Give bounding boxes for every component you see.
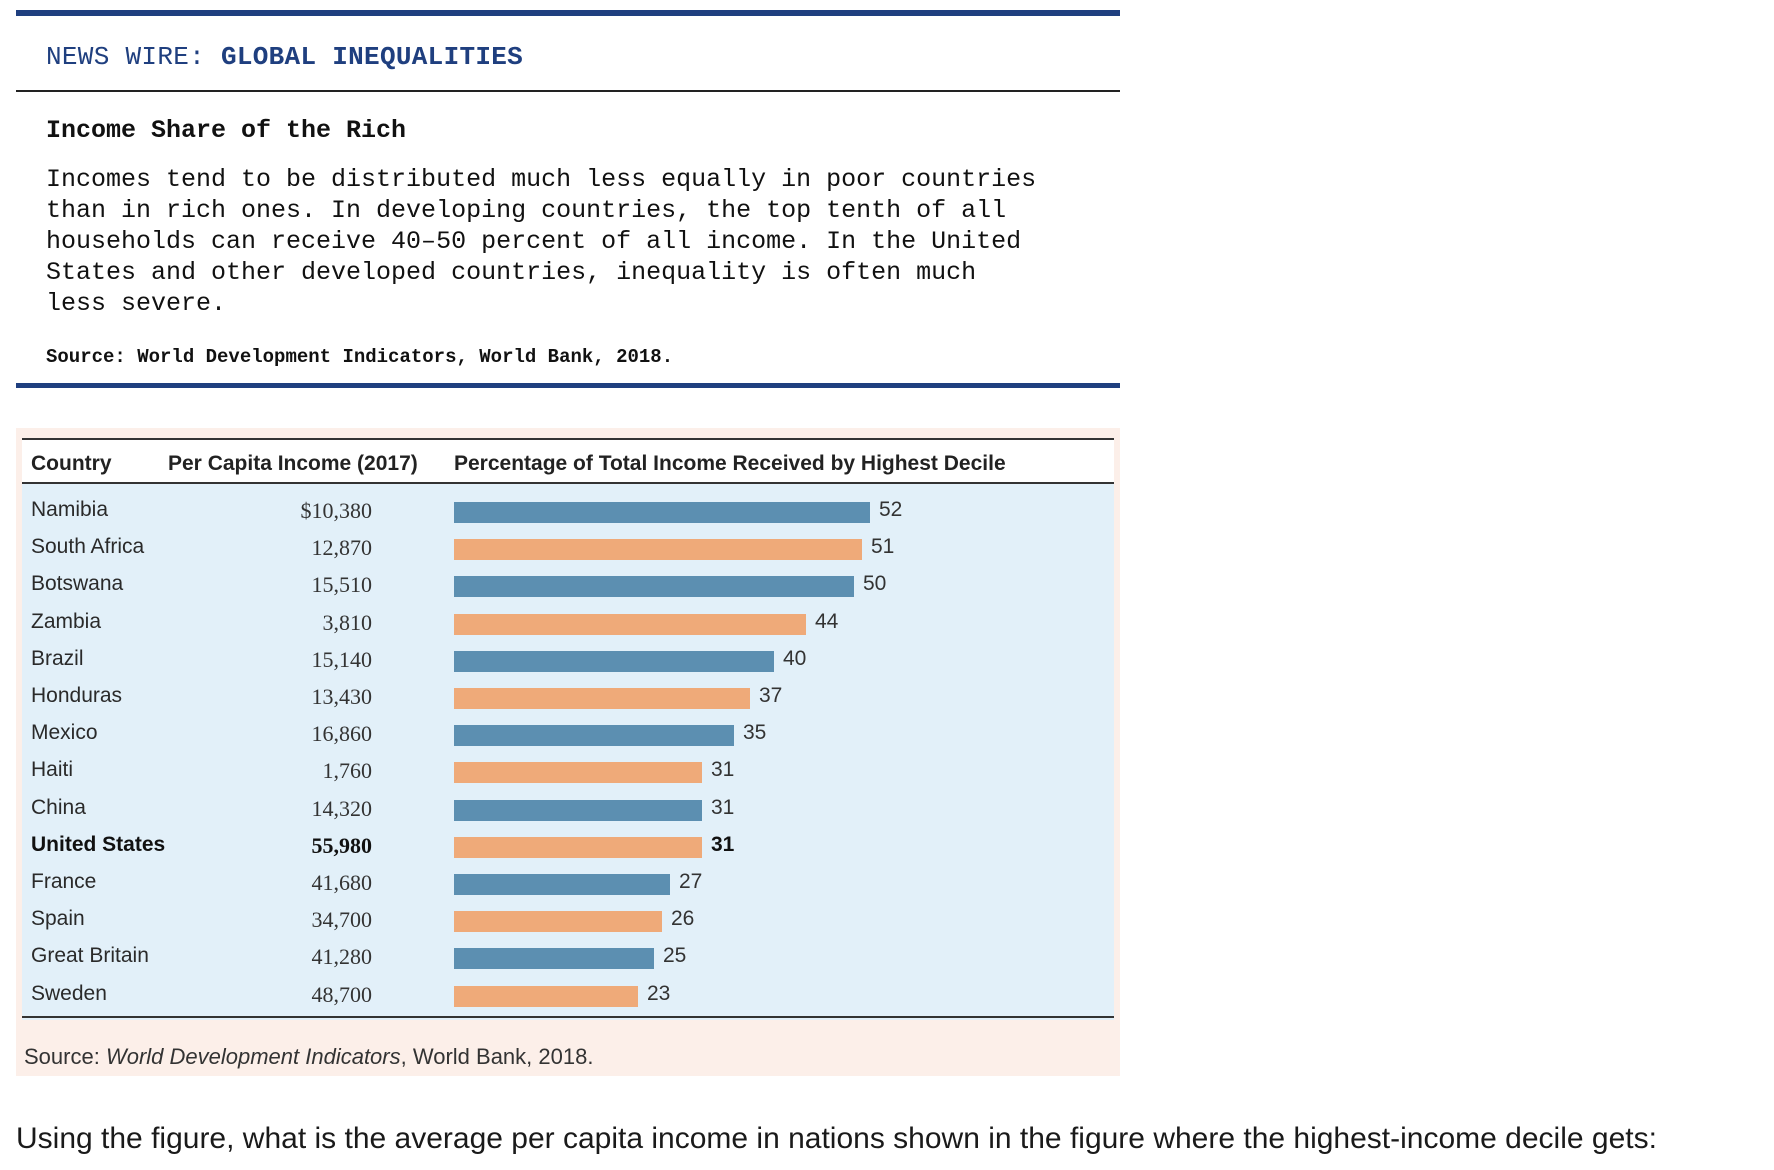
per-capita-income-value: 55,980 bbox=[311, 832, 373, 858]
table-row: Zambia 3,810 44 bbox=[22, 605, 1114, 642]
bar-highest-decile-share bbox=[454, 911, 662, 933]
news-wire-body-line: States and other developed countries, in… bbox=[46, 258, 977, 287]
country-label: Great Britain bbox=[31, 944, 149, 968]
bar-value-label: 25 bbox=[663, 944, 687, 968]
news-wire-source: Source: World Development Indicators, Wo… bbox=[46, 346, 674, 368]
news-wire-prefix: NEWS WIRE: bbox=[46, 42, 206, 72]
bar-value-label: 31 bbox=[711, 795, 735, 819]
per-capita-income-value: 14,320 bbox=[311, 795, 373, 821]
bar-highest-decile-share bbox=[454, 762, 702, 784]
table-row: Namibia $10,380 52 bbox=[22, 493, 1114, 530]
figure-source-title: World Development Indicators bbox=[105, 1044, 401, 1069]
news-wire-body-line: than in rich ones. In developing countri… bbox=[46, 196, 1007, 225]
bar-highest-decile-share bbox=[454, 650, 774, 672]
news-wire-topic: GLOBAL INEQUALITIES bbox=[220, 42, 524, 72]
table-row: United States 55,980 31 bbox=[22, 828, 1114, 865]
bar-value-label: 23 bbox=[647, 981, 671, 1005]
figure-source-prefix: Source: bbox=[24, 1044, 106, 1069]
country-label: Botswana bbox=[31, 572, 124, 596]
bar-highest-decile-share bbox=[454, 948, 654, 970]
country-label: South Africa bbox=[31, 535, 145, 559]
country-label: Spain bbox=[31, 907, 85, 931]
per-capita-income-value: 3,810 bbox=[322, 609, 373, 635]
table-rule-top bbox=[22, 438, 1114, 440]
income-share-table: Country Per Capita Income (2017) Percent… bbox=[22, 438, 1114, 1020]
table-rule-header bbox=[22, 482, 1114, 484]
country-label: Mexico bbox=[31, 721, 98, 745]
table-row: Brazil 15,140 40 bbox=[22, 642, 1114, 679]
country-label: Honduras bbox=[31, 684, 123, 707]
figure-source: Source: World Development Indicators, Wo… bbox=[24, 1044, 593, 1070]
bar-value-label: 26 bbox=[671, 907, 695, 931]
per-capita-income-value: $10,380 bbox=[300, 498, 373, 523]
per-capita-income-value: 1,760 bbox=[322, 758, 373, 784]
news-wire-panel: NEWS WIRE: GLOBAL INEQUALITIES Income Sh… bbox=[16, 10, 1120, 388]
bar-value-label: 37 bbox=[759, 684, 783, 707]
bar-value-label: 35 bbox=[743, 721, 767, 745]
country-label: Namibia bbox=[31, 498, 109, 521]
bar-highest-decile-share bbox=[454, 985, 638, 1007]
bar-value-label: 40 bbox=[783, 646, 807, 670]
table-row: Great Britain 41,280 25 bbox=[22, 939, 1114, 976]
table-row: Mexico 16,860 35 bbox=[22, 716, 1114, 753]
bar-value-label: 44 bbox=[815, 609, 839, 633]
news-wire-title: NEWS WIRE: GLOBAL INEQUALITIES bbox=[46, 42, 523, 72]
table-row: Haiti 1,760 31 bbox=[22, 753, 1114, 790]
per-capita-income-value: 15,140 bbox=[311, 646, 373, 672]
table-row: China 14,320 31 bbox=[22, 791, 1114, 828]
bar-value-label: 52 bbox=[879, 498, 903, 521]
table-row: Sweden 48,700 23 bbox=[22, 977, 1114, 1014]
question-text: Using the figure, what is the average pe… bbox=[16, 1122, 1657, 1155]
country-label: United States bbox=[31, 832, 166, 856]
country-label: Sweden bbox=[31, 981, 107, 1005]
per-capita-income-value: 13,430 bbox=[311, 684, 373, 709]
per-capita-income-value: 41,680 bbox=[311, 870, 373, 895]
table-rows: Namibia $10,380 52 South Africa 12,870 51 Bots… bbox=[22, 484, 1114, 1014]
per-capita-income-value: 15,510 bbox=[311, 572, 373, 598]
bar-highest-decile-share bbox=[454, 799, 702, 821]
column-header-income: Per Capita Income (2017) bbox=[168, 452, 418, 475]
news-wire-body-line: less severe. bbox=[46, 289, 227, 318]
bar-value-label: 50 bbox=[863, 572, 887, 596]
news-wire-subtitle: Income Share of the Rich bbox=[46, 116, 407, 145]
news-wire-body: Incomes tend to be distributed much less… bbox=[46, 164, 1106, 319]
bar-highest-decile-share bbox=[454, 874, 670, 895]
figure-source-suffix: , World Bank, 2018. bbox=[400, 1044, 594, 1069]
country-label: China bbox=[31, 795, 86, 819]
bar-highest-decile-share bbox=[454, 725, 734, 747]
table-rule-bottom bbox=[22, 1016, 1114, 1018]
table-row: France 41,680 27 bbox=[22, 865, 1114, 902]
per-capita-income-value: 48,700 bbox=[311, 981, 373, 1007]
country-label: Haiti bbox=[31, 758, 74, 782]
bar-value-label: 51 bbox=[871, 535, 895, 559]
per-capita-income-value: 12,870 bbox=[311, 535, 373, 561]
bar-value-label: 31 bbox=[711, 758, 735, 782]
news-wire-header: NEWS WIRE: GLOBAL INEQUALITIES bbox=[16, 16, 1120, 92]
per-capita-income-value: 34,700 bbox=[311, 907, 373, 933]
country-label: Brazil bbox=[31, 646, 84, 670]
bar-highest-decile-share bbox=[454, 502, 870, 523]
income-share-figure: Country Per Capita Income (2017) Percent… bbox=[16, 428, 1120, 1076]
news-wire-body-line: households can receive 40–50 percent of … bbox=[46, 227, 1022, 256]
bar-value-label: 27 bbox=[679, 870, 703, 893]
per-capita-income-value: 16,860 bbox=[311, 721, 373, 747]
table-row: Honduras 13,430 37 bbox=[22, 679, 1114, 716]
bar-highest-decile-share bbox=[454, 613, 806, 635]
table-row: South Africa 12,870 51 bbox=[22, 530, 1114, 567]
per-capita-income-value: 41,280 bbox=[311, 944, 373, 970]
bar-value-label: 31 bbox=[711, 832, 735, 856]
bar-highest-decile-share bbox=[454, 576, 854, 598]
bar-highest-decile-share bbox=[454, 539, 862, 561]
table-row: Spain 34,700 26 bbox=[22, 902, 1114, 939]
bar-highest-decile-share bbox=[454, 688, 750, 709]
news-wire-body-line: Incomes tend to be distributed much less… bbox=[46, 165, 1037, 194]
column-header-country: Country bbox=[31, 452, 112, 475]
table-header: Country Per Capita Income (2017) Percent… bbox=[22, 440, 1114, 482]
country-label: Zambia bbox=[31, 609, 102, 633]
bar-highest-decile-share bbox=[454, 836, 702, 858]
country-label: France bbox=[31, 870, 97, 893]
table-row: Botswana 15,510 50 bbox=[22, 567, 1114, 604]
column-header-percentage: Percentage of Total Income Received by H… bbox=[454, 452, 1006, 475]
